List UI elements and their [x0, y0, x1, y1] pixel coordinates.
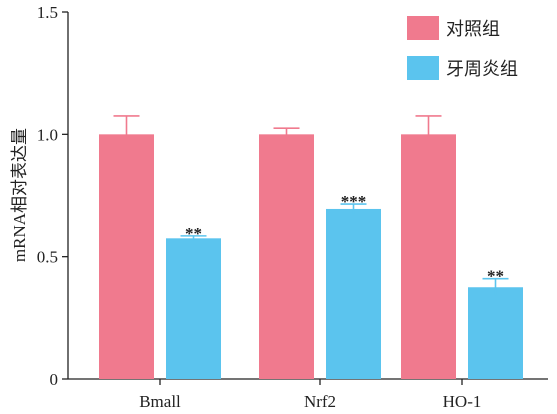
significance-marks: ******* [185, 192, 504, 286]
x-tick-label: HO-1 [443, 392, 482, 411]
error-bars [113, 115, 509, 296]
x-tick-label: Nrf2 [304, 392, 336, 411]
legend-swatch [407, 16, 439, 40]
significance-label: ** [185, 224, 202, 243]
bar [99, 134, 154, 379]
y-ticks: 0 0.5 1.0 1.5 [37, 3, 68, 389]
legend-label: 对照组 [446, 19, 500, 39]
bar [326, 208, 381, 379]
bar [468, 287, 523, 379]
y-tick-label: 0.5 [37, 248, 58, 267]
y-axis-title: mRNA相对表达量 [10, 128, 29, 262]
y-tick-label: 0 [50, 370, 59, 389]
x-tick-label: Bmall [139, 392, 181, 411]
x-ticks: Bmall Nrf2 HO-1 [139, 379, 481, 411]
legend-label: 牙周炎组 [446, 59, 518, 79]
y-tick-label: 1.0 [37, 125, 58, 144]
bar [166, 238, 221, 379]
y-tick-label: 1.5 [37, 3, 58, 22]
significance-label: ** [487, 267, 504, 286]
bars [99, 134, 523, 379]
significance-label: *** [341, 192, 367, 211]
bar [259, 134, 314, 379]
legend-swatch [407, 56, 439, 80]
bar [401, 134, 456, 379]
